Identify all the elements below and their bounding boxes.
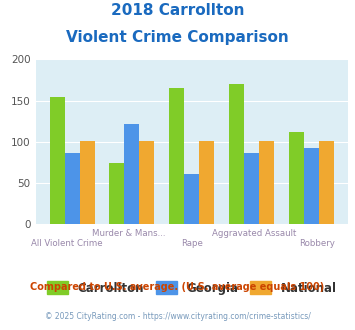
- Bar: [109, 163, 125, 224]
- Text: Compared to U.S. average. (U.S. average equals 100): Compared to U.S. average. (U.S. average …: [31, 282, 324, 292]
- Bar: [319, 141, 334, 224]
- Text: © 2025 CityRating.com - https://www.cityrating.com/crime-statistics/: © 2025 CityRating.com - https://www.city…: [45, 312, 310, 321]
- Bar: [244, 152, 259, 224]
- Text: 2018 Carrollton: 2018 Carrollton: [111, 3, 244, 18]
- Bar: [229, 84, 244, 224]
- Bar: [80, 141, 94, 224]
- Bar: [304, 148, 319, 224]
- Bar: [184, 174, 199, 224]
- Bar: [140, 141, 154, 224]
- Bar: [65, 153, 80, 224]
- Bar: [125, 124, 140, 224]
- Bar: [259, 141, 274, 224]
- Text: Violent Crime Comparison: Violent Crime Comparison: [66, 30, 289, 45]
- Bar: [169, 88, 184, 224]
- Legend: Carrollton, Georgia, National: Carrollton, Georgia, National: [42, 277, 342, 299]
- Text: Robbery: Robbery: [299, 239, 335, 248]
- Text: Rape: Rape: [181, 239, 203, 248]
- Text: Murder & Mans...: Murder & Mans...: [92, 229, 166, 238]
- Bar: [289, 132, 304, 224]
- Bar: [50, 96, 65, 224]
- Text: Aggravated Assault: Aggravated Assault: [212, 229, 296, 238]
- Text: All Violent Crime: All Violent Crime: [31, 239, 103, 248]
- Bar: [199, 141, 214, 224]
